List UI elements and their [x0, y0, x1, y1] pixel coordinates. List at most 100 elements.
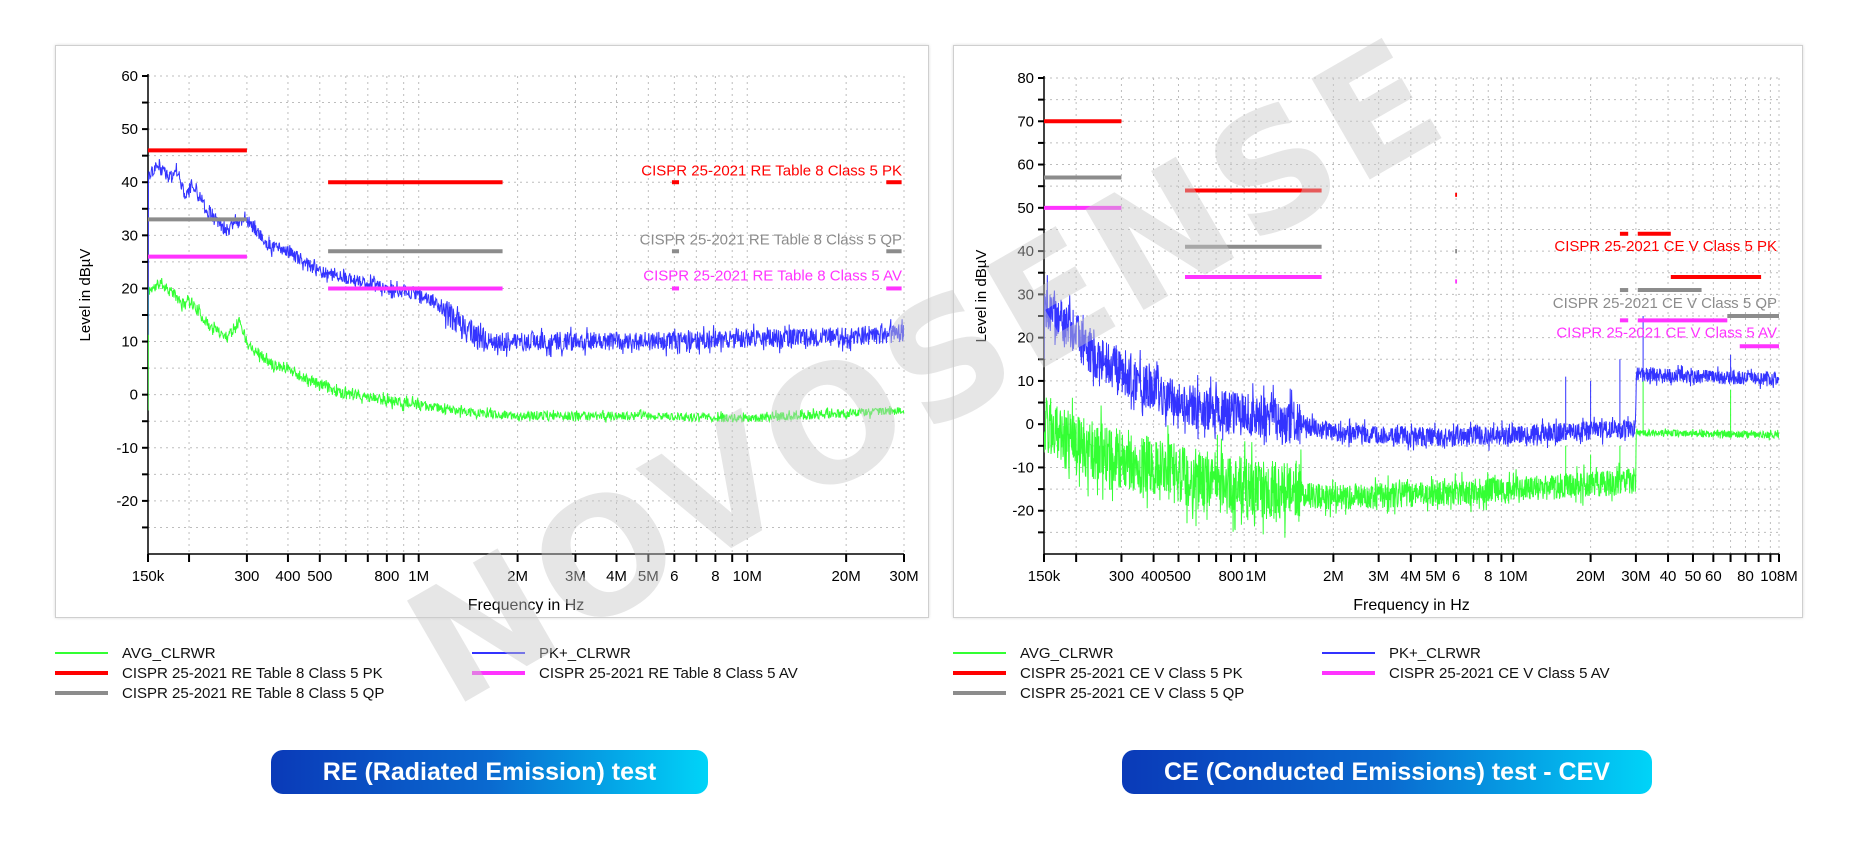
re-test-caption-button[interactable]: RE (Radiated Emission) test [271, 750, 708, 794]
ce-limit-annotation: CISPR 25-2021 CE V Class 5 QP [1553, 295, 1777, 312]
re-legend-item: CISPR 25-2021 RE Table 8 Class 5 QP [55, 684, 384, 702]
ce-limit-annotation: CISPR 25-2021 CE V Class 5 PK [1554, 238, 1777, 255]
ce-y-tick-label: 0 [1026, 416, 1034, 433]
ce-x-tick-label: 8 [1484, 568, 1492, 585]
ce-y-tick-label: -20 [1012, 503, 1034, 520]
re-series-cispr-25-2021-re-table-8-class-5-pk [148, 148, 902, 185]
re-y-tick-label: 20 [121, 280, 138, 297]
re-x-tick-label: 3M [565, 568, 586, 585]
re-limit-annotation: CISPR 25-2021 RE Table 8 Class 5 PK [641, 162, 902, 179]
re-legend-swatch [55, 652, 108, 654]
re-legend-label: CISPR 25-2021 RE Table 8 Class 5 PK [122, 664, 383, 682]
re-y-tick-label: -20 [116, 493, 138, 510]
re-series-cispr-25-2021-re-table-8-class-5-qp [148, 217, 902, 254]
ce-series-cispr-25-2021-ce-v-class-5-pk [1044, 119, 1762, 280]
ce-legend-label: AVG_CLRWR [1020, 644, 1114, 662]
re-grid [142, 75, 905, 562]
re-x-tick-label: 2M [507, 568, 528, 585]
ce-y-tick-label: 10 [1017, 373, 1034, 390]
ce-x-tick-label: 10M [1499, 568, 1528, 585]
re-legend-label: CISPR 25-2021 RE Table 8 Class 5 QP [122, 684, 385, 702]
re-x-tick-label: 6 [670, 568, 678, 585]
re-legend-swatch [55, 671, 108, 675]
ce-y-tick-label: 60 [1017, 157, 1034, 174]
ce-x-tick-label: 20M [1576, 568, 1605, 585]
ce-x-tick-label: 300 [1109, 568, 1134, 585]
ce-legend-item: CISPR 25-2021 CE V Class 5 PK [953, 664, 1243, 682]
ce-x-tick-label: 4M [1400, 568, 1421, 585]
ce-legend-swatch [953, 652, 1006, 654]
ce-x-tick-label: 80 [1737, 568, 1754, 585]
re-legend-item: PK+_CLRWR [472, 644, 631, 662]
re-legend-label: AVG_CLRWR [122, 644, 216, 662]
ce-y-tick-label: -10 [1012, 459, 1034, 476]
ce-x-tick-label: 800 [1218, 568, 1243, 585]
re-chart-panel: -20 -10 0 10 20 30 40 50 60 150k 300 400 500 800 1M 2M 3… [55, 45, 929, 618]
ce-legend-swatch [953, 671, 1006, 675]
ce-y-tick-label: 50 [1017, 200, 1034, 217]
re-x-axis-label: Frequency in Hz [468, 597, 585, 614]
ce-y-tick-label: 20 [1017, 330, 1034, 347]
ce-series-cispr-25-2021-ce-v-class-5-qp [1044, 175, 1779, 318]
re-x-tick-label: 1M [408, 568, 429, 585]
ce-x-tick-label: 1M [1246, 568, 1267, 585]
re-legend-item: CISPR 25-2021 RE Table 8 Class 5 AV [472, 664, 798, 682]
ce-y-tick-label: 30 [1017, 286, 1034, 303]
ce-x-tick-label: 40 [1660, 568, 1677, 585]
ce-x-tick-label: 400 [1141, 568, 1166, 585]
re-x-tick-label: 5M [638, 568, 659, 585]
re-x-tick-label: 20M [832, 568, 861, 585]
re-x-tick-label: 10M [733, 568, 762, 585]
ce-series-pk-clrwr [1044, 275, 1779, 451]
re-x-tick-label: 150k [132, 568, 165, 585]
ce-x-tick-label: 500 [1166, 568, 1191, 585]
ce-x-axis-label: Frequency in Hz [1353, 597, 1470, 614]
re-legend-swatch [55, 691, 108, 695]
re-legend-swatch [472, 671, 525, 675]
re-x-tick-label: 800 [374, 568, 399, 585]
ce-chart-panel: -20 -10 0 10 20 30 40 50 60 70 80 150k 300 400 500 800 1… [953, 45, 1803, 618]
ce-x-tick-label: 108M [1760, 568, 1798, 585]
ce-test-caption-button[interactable]: CE (Conducted Emissions) test - CEV [1122, 750, 1652, 794]
ce-x-tick-label: 60 [1705, 568, 1722, 585]
ce-legend-label: CISPR 25-2021 CE V Class 5 AV [1389, 664, 1610, 682]
ce-x-tick-label: 30M [1621, 568, 1650, 585]
re-x-tick-label: 4M [606, 568, 627, 585]
ce-x-tick-label: 150k [1028, 568, 1061, 585]
re-y-tick-label: 40 [121, 174, 138, 191]
re-y-axis-label: Level in dBµV [77, 249, 94, 342]
ce-series-avg-clrwr [1044, 380, 1779, 538]
ce-legend-label: CISPR 25-2021 CE V Class 5 PK [1020, 664, 1243, 682]
ce-x-tick-label: 50 [1685, 568, 1702, 585]
ce-legend-label: PK+_CLRWR [1389, 644, 1481, 662]
ce-series-cispr-25-2021-ce-v-class-5-av [1044, 205, 1779, 349]
ce-legend-item: AVG_CLRWR [953, 644, 1114, 662]
ce-x-tick-label: 3M [1368, 568, 1389, 585]
ce-x-tick-label: 2M [1323, 568, 1344, 585]
re-legend-item: CISPR 25-2021 RE Table 8 Class 5 PK [55, 664, 383, 682]
ce-legend-item: CISPR 25-2021 CE V Class 5 QP [953, 684, 1244, 702]
ce-legend-item: PK+_CLRWR [1322, 644, 1481, 662]
re-chart: -20 -10 0 10 20 30 40 50 60 150k 300 400 500 800 1M 2M 3… [77, 68, 919, 614]
re-y-tick-label: 60 [121, 68, 138, 85]
re-legend-swatch [472, 652, 525, 654]
ce-legend-swatch [1322, 671, 1375, 675]
ce-limit-annotation: CISPR 25-2021 CE V Class 5 AV [1556, 325, 1777, 342]
re-series-avg-clrwr [148, 278, 904, 424]
re-series-cispr-25-2021-re-table-8-class-5-av [148, 254, 902, 291]
re-y-tick-label: 30 [121, 227, 138, 244]
re-legend-label: PK+_CLRWR [539, 644, 631, 662]
re-x-tick-label: 30M [889, 568, 918, 585]
re-limit-annotation: CISPR 25-2021 RE Table 8 Class 5 QP [640, 231, 902, 248]
re-limit-annotation: CISPR 25-2021 RE Table 8 Class 5 AV [643, 267, 902, 284]
ce-legend-swatch [1322, 652, 1375, 654]
ce-y-tick-label: 40 [1017, 243, 1034, 260]
re-legend-item: AVG_CLRWR [55, 644, 216, 662]
re-x-tick-label: 8 [711, 568, 719, 585]
re-y-tick-label: 10 [121, 334, 138, 351]
ce-legend-swatch [953, 691, 1006, 695]
ce-x-tick-label: 6 [1452, 568, 1460, 585]
re-x-tick-label: 500 [307, 568, 332, 585]
re-y-tick-label: 50 [121, 121, 138, 138]
